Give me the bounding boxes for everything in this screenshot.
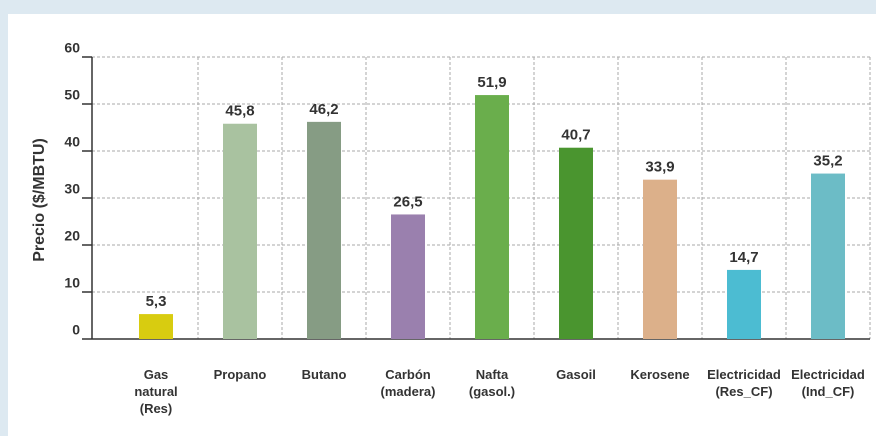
value-label: 46,2: [309, 101, 338, 118]
y-axis-title: Precio ($/MBTU): [31, 138, 48, 262]
bar: [223, 123, 257, 340]
y-tick-label: 10: [64, 275, 80, 291]
x-tick-label: Carbón (madera): [380, 367, 436, 399]
y-tick-label: 20: [64, 228, 80, 244]
x-tick-label: Kerosene: [630, 367, 690, 382]
value-label: 33,9: [645, 159, 674, 176]
bar: [139, 314, 173, 339]
y-tick-label: 0: [72, 322, 80, 338]
value-label: 40,7: [561, 127, 590, 144]
y-tick-label: 50: [64, 87, 80, 103]
bar: [559, 147, 593, 339]
bar: [811, 173, 845, 339]
x-tick-label: Gasoil: [556, 367, 596, 382]
bar: [643, 179, 677, 339]
x-tick-label: Gas natural (Res): [134, 367, 178, 416]
bar: [307, 121, 341, 339]
bar: [727, 269, 761, 339]
value-label: 35,2: [813, 153, 842, 170]
value-label: 5,3: [146, 293, 167, 310]
value-label: 26,5: [393, 193, 422, 210]
y-tick-label: 60: [64, 40, 80, 56]
bar: [475, 95, 509, 339]
x-tick-label: Nafta (gasol.): [468, 367, 516, 399]
x-tick-label: Electricidad (Ind_CF): [791, 367, 865, 399]
value-label: 45,8: [225, 103, 254, 120]
y-tick-label: 40: [64, 134, 80, 150]
panel: [8, 14, 876, 436]
x-tick-label: Butano: [301, 367, 347, 382]
x-tick-label: Electricidad (Res_CF): [707, 367, 781, 399]
x-tick-label: Propano: [213, 367, 267, 382]
bar: [391, 214, 425, 339]
value-label: 14,7: [729, 249, 758, 266]
value-label: 51,9: [477, 74, 506, 91]
y-tick-label: 30: [64, 181, 80, 197]
